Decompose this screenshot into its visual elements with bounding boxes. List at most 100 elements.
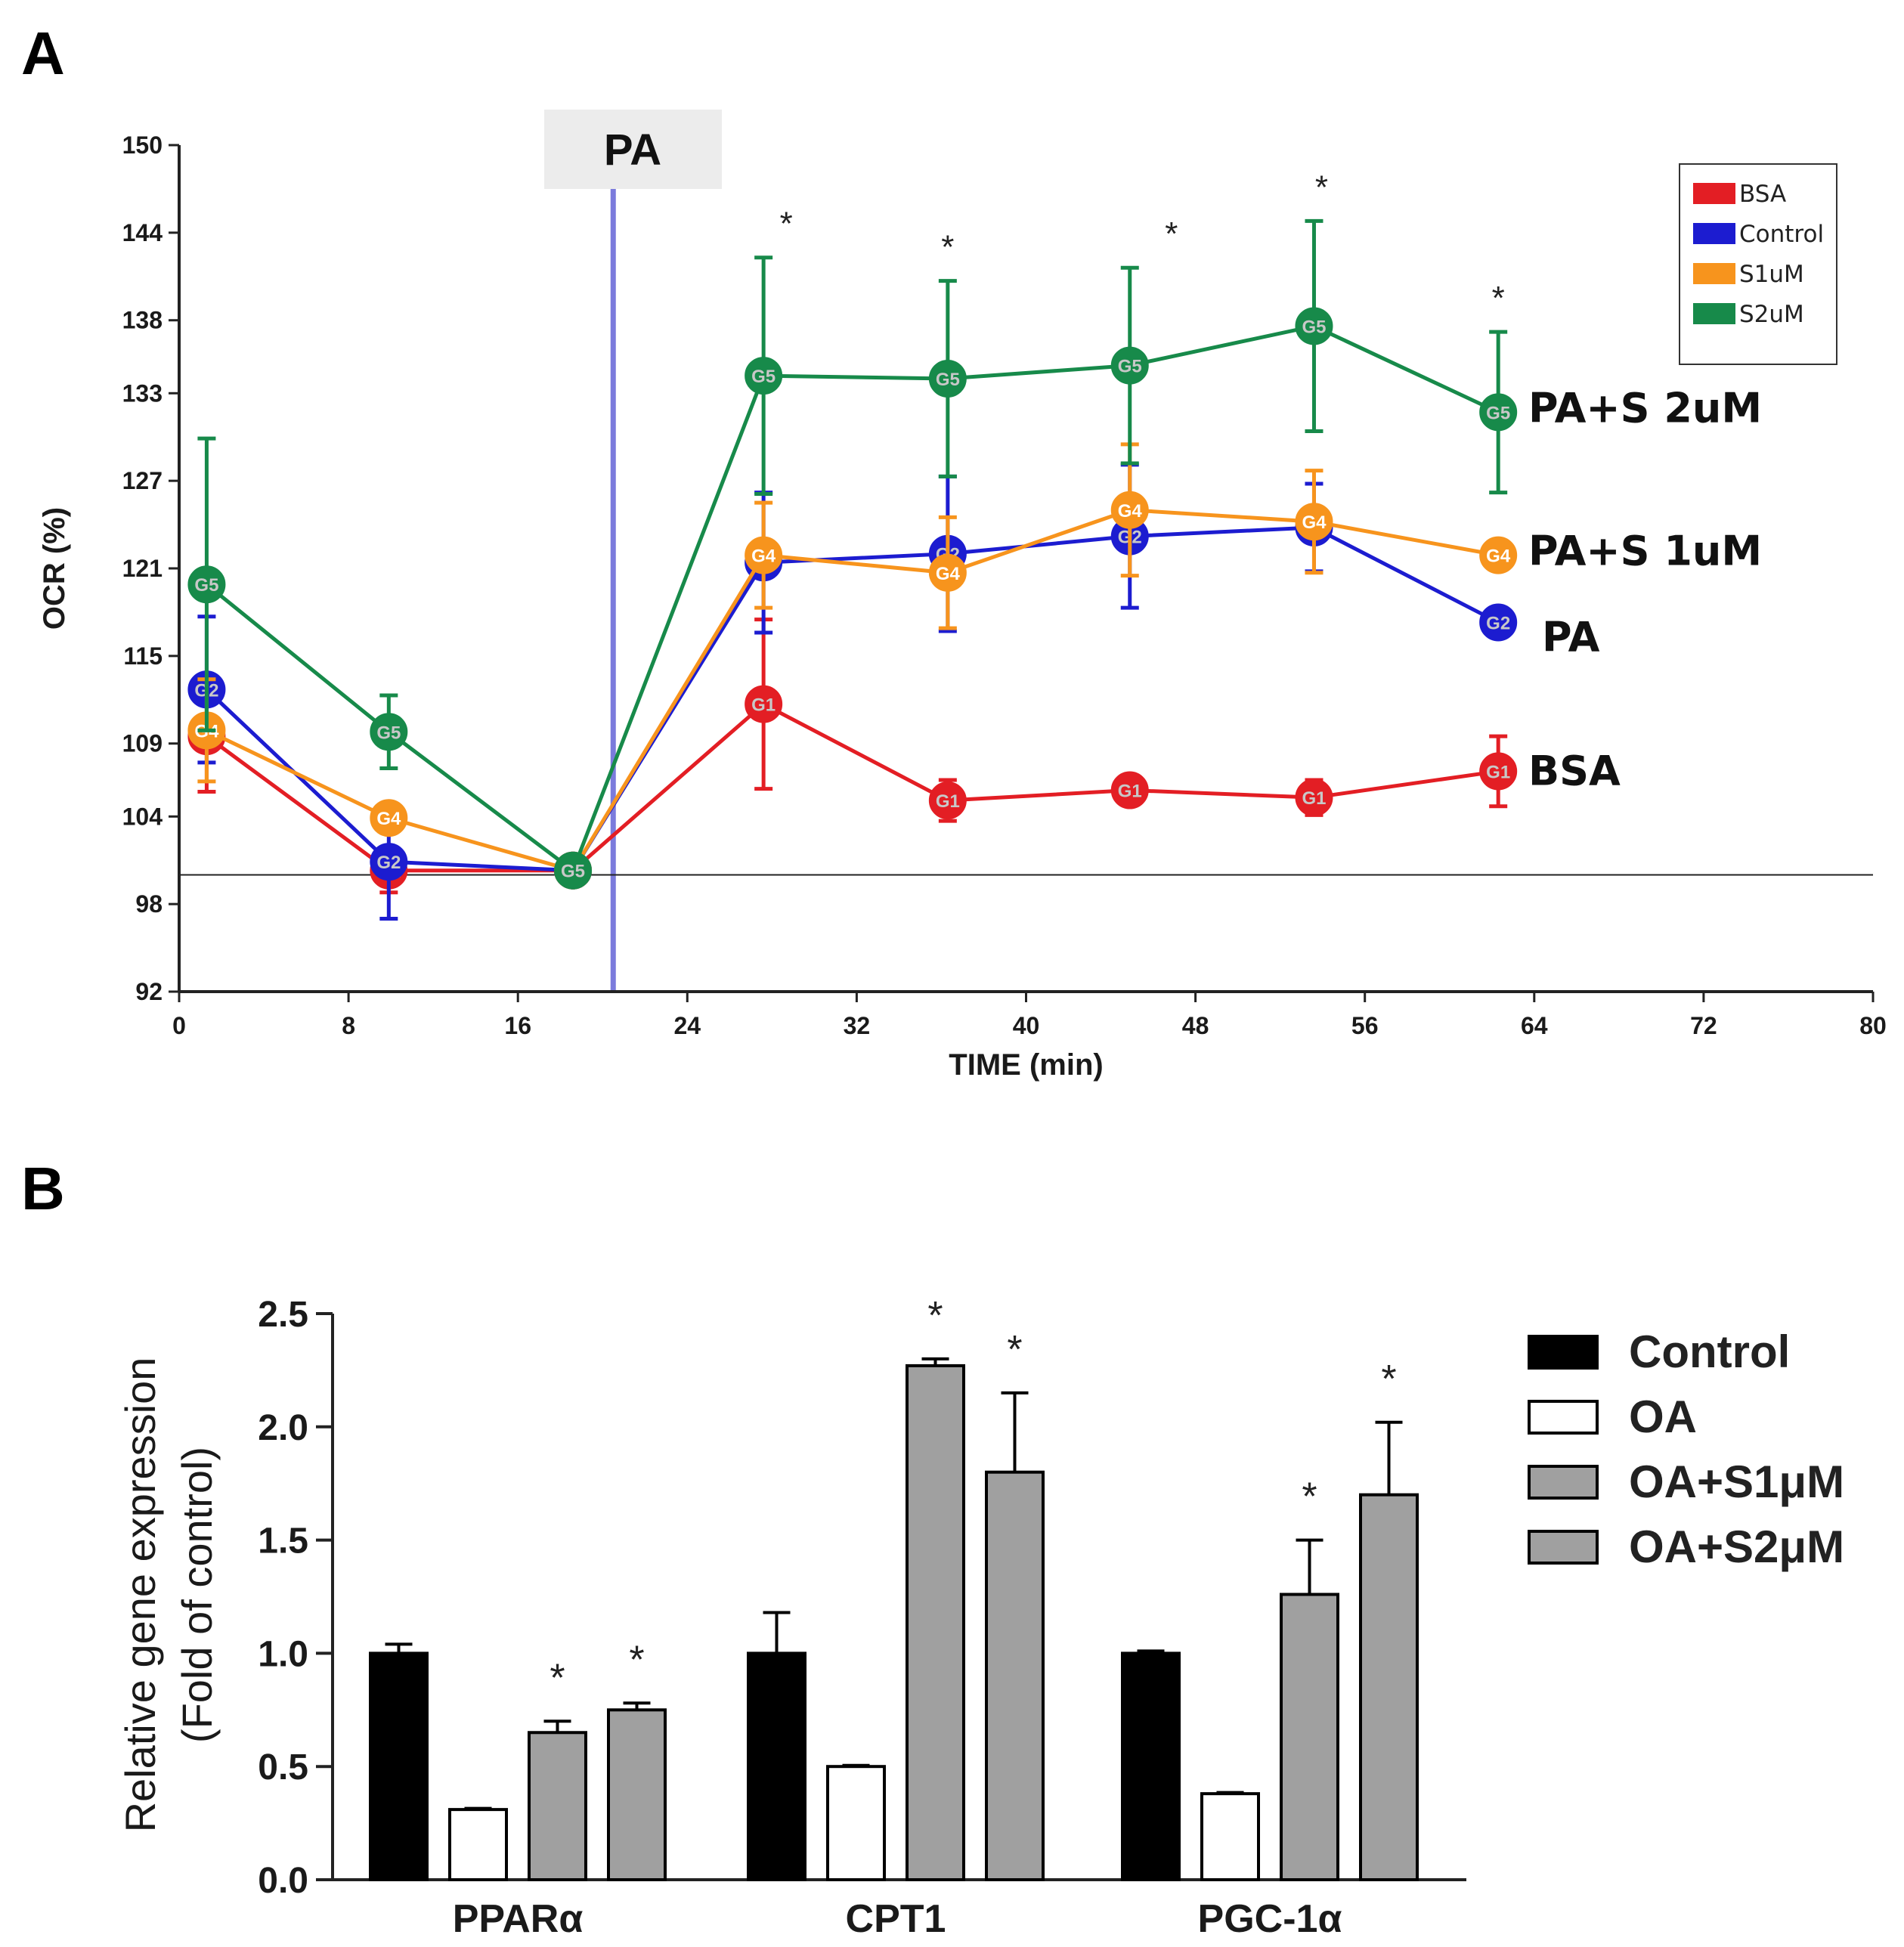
x-tick-label: 48 — [1182, 1012, 1209, 1039]
significance-star: * — [629, 1638, 644, 1682]
bar-OA+S2μM-PGC-1α — [1359, 1493, 1419, 1882]
pa-annotation-box — [544, 110, 722, 189]
data-point-label: G5 — [936, 370, 960, 390]
data-point-label: G4 — [1118, 501, 1143, 522]
legend-entry: OA+S1μM — [1629, 1456, 1844, 1507]
legend-swatch — [1693, 263, 1735, 284]
legend-swatch — [1528, 1400, 1599, 1435]
data-point-label: G1 — [751, 695, 776, 716]
y-tick-label: 133 — [122, 379, 163, 407]
panel-a-letter: A — [21, 20, 65, 87]
y-tick-label: 127 — [122, 467, 163, 494]
bar-Control-CPT1 — [747, 1651, 806, 1881]
x-tick-label: 0 — [172, 1012, 186, 1039]
y-tick-label: 109 — [122, 730, 163, 757]
significance-star: * — [550, 1656, 565, 1700]
data-point-label: G4 — [376, 809, 401, 829]
data-point — [1479, 752, 1518, 791]
data-point-label: G2 — [376, 853, 401, 873]
legend-swatch — [1693, 303, 1735, 324]
data-point — [1295, 778, 1333, 817]
y-tick-label: 0.5 — [258, 1747, 308, 1788]
category-label: PPARα — [453, 1897, 584, 1941]
y-axis-label-line1: Relative gene expression — [116, 1357, 164, 1833]
x-tick-label: 8 — [342, 1012, 355, 1039]
x-tick-label: 64 — [1521, 1012, 1548, 1039]
y-tick-label: 2.0 — [258, 1408, 308, 1448]
data-point — [370, 799, 408, 837]
y-tick-label: 138 — [122, 307, 163, 334]
data-point — [928, 782, 967, 820]
data-point-label: G5 — [1302, 317, 1326, 337]
data-point — [1295, 307, 1333, 345]
significance-star: * — [780, 206, 793, 243]
data-point-label: G5 — [376, 723, 401, 743]
legend-entry: OA+S2μM — [1629, 1521, 1844, 1572]
legend-swatch — [1693, 183, 1735, 204]
data-point-label: G2 — [1486, 613, 1510, 633]
y-tick-label: 104 — [122, 803, 163, 830]
x-tick-label: 32 — [844, 1012, 871, 1039]
series-S1uM: G4G4G4G4G4G4G4G4PA+S 1uM — [187, 442, 1762, 890]
data-point-label: G1 — [1486, 762, 1510, 782]
legend-entry: OA — [1629, 1391, 1697, 1442]
x-tick-label: 72 — [1690, 1012, 1717, 1039]
legend-entry: S2uM — [1739, 301, 1804, 328]
bar-OA+S2μM-CPT1 — [985, 1470, 1045, 1881]
data-point-label: G5 — [194, 575, 218, 596]
legend-swatch — [1528, 1530, 1599, 1565]
category-label: PGC-1α — [1198, 1897, 1342, 1941]
data-point-label: G1 — [1118, 782, 1142, 802]
data-point-label: G5 — [1118, 357, 1142, 377]
y-axis-label-line2: (Fold of control) — [173, 1447, 221, 1743]
legend-a: BSA Control S1uM S2uM — [1679, 163, 1837, 365]
y-tick-label: 121 — [122, 555, 163, 582]
data-point — [1110, 491, 1149, 529]
data-point-label: G5 — [1486, 403, 1510, 423]
bar-OA+S1μM-PPARα — [528, 1731, 587, 1882]
series-end-label: PA+S 1uM — [1528, 528, 1762, 575]
y-tick-label: 98 — [135, 890, 163, 918]
data-point — [187, 565, 226, 604]
chart-b-gene-expression: 0.0 0.5 1.0 1.5 2.0 2.5 Relative gene expressi… — [116, 1294, 1844, 1941]
data-point-label: G5 — [751, 367, 776, 387]
data-point-label: G1 — [1302, 788, 1326, 809]
data-point — [370, 713, 408, 751]
bar-OA+S1μM-PGC-1α — [1280, 1593, 1339, 1881]
bar-OA-PGC-1α — [1200, 1792, 1260, 1882]
bar-OA-CPT1 — [826, 1765, 886, 1881]
data-point — [1479, 536, 1518, 574]
series-line-S2uM — [205, 323, 1500, 874]
x-tick-label: 24 — [674, 1012, 701, 1039]
y-tick-label: 1.5 — [258, 1521, 308, 1562]
y-tick-label: 1.0 — [258, 1634, 308, 1674]
data-point-label: G4 — [936, 564, 961, 584]
data-point — [1479, 393, 1518, 432]
series-Control: G2G2G2G2G2G2G2G2PA — [187, 463, 1600, 921]
series-line-S1uM — [206, 508, 1499, 873]
panel-b-letter: B — [21, 1155, 65, 1222]
y-tick-label: 150 — [122, 132, 163, 159]
chart-a-ocr: PA 92 98 104 109 115 121 127 133 138 144 150 0 8 16 24 3… — [38, 110, 1887, 1082]
y-tick-label: 144 — [122, 219, 163, 246]
significance-star: * — [1007, 1328, 1022, 1372]
data-point — [1295, 503, 1333, 541]
legend-swatch — [1693, 223, 1735, 244]
series-end-label: PA — [1542, 613, 1600, 661]
y-tick-label: 0.0 — [258, 1861, 308, 1901]
data-point — [928, 553, 967, 592]
legend-b: Control OA OA+S1μM OA+S2μM — [1528, 1326, 1844, 1572]
bar-Control-PPARα — [369, 1651, 429, 1881]
significance-star: * — [927, 1294, 943, 1338]
data-point — [1110, 346, 1149, 385]
legend-swatch — [1528, 1465, 1599, 1500]
significance-star: * — [941, 229, 954, 266]
significance-star: * — [1381, 1357, 1396, 1401]
bar-Control-PGC-1α — [1121, 1651, 1181, 1881]
significance-star: * — [1492, 280, 1505, 317]
data-point — [745, 357, 783, 395]
legend-swatch — [1528, 1335, 1599, 1370]
data-point — [554, 851, 593, 890]
x-tick-label: 16 — [504, 1012, 531, 1039]
